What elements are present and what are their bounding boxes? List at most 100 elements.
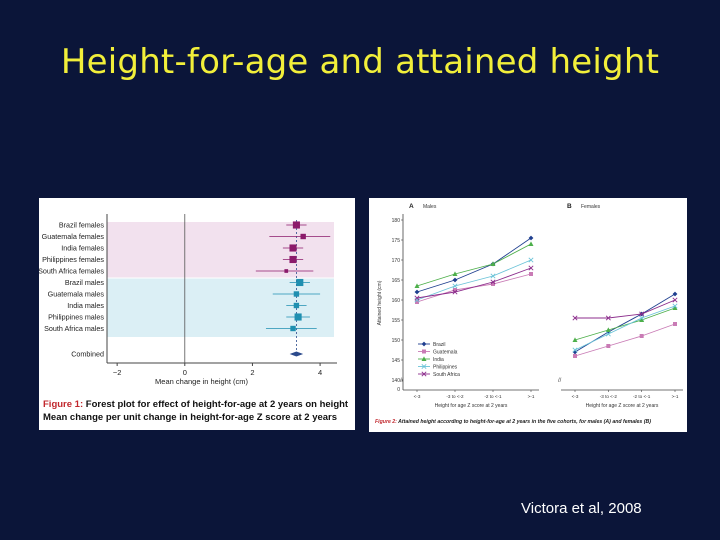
line-x-axis-title-females: Height for age Z score at 2 years <box>586 403 659 409</box>
line-panel-letter-females: B <box>567 203 572 210</box>
line-point-males-philippines-b <box>528 257 534 263</box>
line-series-males-brazil <box>416 237 532 293</box>
line-point-males-philippines-b <box>490 273 496 279</box>
line-y-tick-label: 155 <box>392 318 401 324</box>
forest-point-philippines-males <box>294 313 302 321</box>
forest-x-tick-label: 0 <box>183 368 187 377</box>
attained-height-panel: 140 145 150 155 160 165 170 175 180 0 Attained hei… <box>369 198 687 432</box>
line-series-females-south-africa <box>575 299 676 319</box>
line-series-males-india <box>416 243 532 287</box>
line-point-females-south-africa-b <box>605 315 611 321</box>
line-panel-title-males: Males <box>423 204 437 210</box>
line-x-tick-label-females: >-1 <box>672 394 679 399</box>
line-series-males-philippines <box>416 259 532 301</box>
line-legend-marker-brazil <box>421 341 427 347</box>
forest-row-label-south-africa-males: South Africa males <box>44 324 104 333</box>
line-point-males-south-africa-b <box>452 289 458 295</box>
line-y-tick-label: 180 <box>392 218 401 224</box>
line-point-females-guatemala <box>606 344 611 348</box>
forest-caption-line1: Figure 1: Forest plot for effect of heig… <box>43 399 348 410</box>
attained-height-chart: 140 145 150 155 160 165 170 175 180 0 Attained hei… <box>377 203 683 409</box>
forest-caption-line2: Mean change per unit change in height-fo… <box>43 412 338 423</box>
line-point-males-brazil <box>452 277 458 283</box>
forest-row-label-india-females: India females <box>61 244 104 253</box>
forest-point-south-africa-females <box>284 269 289 273</box>
forest-point-india-females <box>289 244 297 252</box>
line-point-males-guatemala <box>453 288 457 292</box>
line-point-females-brazil <box>572 349 578 355</box>
line-x-axis-title-males: Height for age Z score at 2 years <box>435 403 508 409</box>
forest-row-label-south-africa-females: South Africa females <box>39 267 104 276</box>
line-point-females-philippines-b <box>672 303 678 309</box>
line-x-tick-label-males: -2 to <-1 <box>484 394 502 399</box>
line-x-tick-label-males: >-1 <box>528 394 535 399</box>
citation: Victora et al, 2008 <box>521 500 642 517</box>
line-panel-title-females: Females <box>581 204 601 210</box>
line-point-females-india <box>672 305 678 310</box>
line-legend-label-south-africa: South Africa <box>433 372 460 378</box>
line-point-males-guatemala <box>529 272 533 276</box>
line-series-males-guatemala <box>416 273 532 303</box>
line-series-females-philippines <box>574 305 676 351</box>
line-point-males-india <box>452 271 458 276</box>
line-legend-marker-guatemala <box>422 349 426 354</box>
line-legend-marker-philippines-b <box>421 363 427 370</box>
line-legend-label-guatemala: Guatemala <box>433 350 458 356</box>
line-point-males-south-africa-b <box>528 265 534 271</box>
line-point-females-philippines-b <box>605 331 611 337</box>
line-y-tick-label: 140 <box>392 378 401 384</box>
female-band <box>107 222 334 278</box>
line-point-females-guatemala <box>673 322 677 326</box>
forest-point-philippines-females <box>289 255 297 264</box>
forest-row-label-guatemala-females: Guatemala females <box>42 232 105 241</box>
line-x-tick-label-females: <-3 <box>572 394 579 399</box>
line-series-females-brazil <box>574 293 676 353</box>
slide-title: Height-for-age and attained height <box>60 42 660 82</box>
line-point-females-india <box>605 327 611 332</box>
line-caption-text: Attained height according to height-for-… <box>398 419 651 425</box>
forest-row-label-philippines-females: Philippines females <box>42 255 104 264</box>
line-point-males-india <box>414 283 420 288</box>
line-axis-break-females: // <box>558 378 562 384</box>
line-point-males-south-africa-b <box>490 279 496 285</box>
forest-plot-panel: −2 0 2 4 Mean change in height (cm) Brazil fe… <box>38 198 355 430</box>
line-legend-marker-india <box>421 356 427 361</box>
line-point-males-south-africa-b <box>414 295 420 301</box>
line-y-tick-label: 175 <box>392 238 401 244</box>
line-y-tick-label-zero: 0 <box>397 387 400 393</box>
forest-point-india-males <box>293 302 300 309</box>
line-series-females-guatemala <box>574 323 676 357</box>
line-x-tick-label-females: -3 to <-2 <box>600 394 618 399</box>
line-y-tick-label: 145 <box>392 358 401 364</box>
line-x-tick-label-males: -3 to <-2 <box>446 394 464 399</box>
line-y-axis-title: Attained height (cm) <box>377 280 383 325</box>
line-point-females-south-africa-b <box>572 315 578 321</box>
line-y-tick-label: 150 <box>392 338 401 344</box>
forest-x-tick-label: 2 <box>250 368 254 377</box>
line-point-females-guatemala <box>573 354 577 358</box>
line-panel-letter-males: A <box>409 203 414 210</box>
forest-caption-title: Forest plot for effect of height-for-age… <box>85 399 349 410</box>
line-point-females-india <box>639 317 645 322</box>
forest-point-brazil-males <box>296 278 304 287</box>
line-point-females-india <box>572 337 578 342</box>
line-x-tick-label-females: -2 to <-1 <box>633 394 651 399</box>
forest-point-guatemala-females <box>300 233 306 240</box>
line-point-males-philippines-b <box>452 283 458 289</box>
line-point-females-philippines-b <box>572 347 578 353</box>
line-caption: Figure 2: Attained height according to h… <box>375 419 651 425</box>
line-point-males-guatemala <box>491 282 495 286</box>
line-y-tick-label: 165 <box>392 278 401 284</box>
forest-combined-diamond <box>289 351 304 357</box>
line-y-tick-label: 160 <box>392 298 401 304</box>
line-point-females-philippines-b <box>639 315 645 321</box>
forest-plot: −2 0 2 4 Mean change in height (cm) Brazil fe… <box>38 214 337 386</box>
line-legend-label-india: India <box>433 357 444 363</box>
line-axis-break-males: // <box>400 378 404 384</box>
line-caption-label: Figure 2: <box>375 419 397 425</box>
forest-row-label-combined: Combined <box>71 350 104 359</box>
line-point-males-brazil <box>414 289 420 295</box>
line-point-females-south-africa-b <box>639 311 645 317</box>
forest-x-axis-title: Mean change in height (cm) <box>155 377 248 386</box>
line-x-tick-label-males: <-3 <box>414 394 421 399</box>
